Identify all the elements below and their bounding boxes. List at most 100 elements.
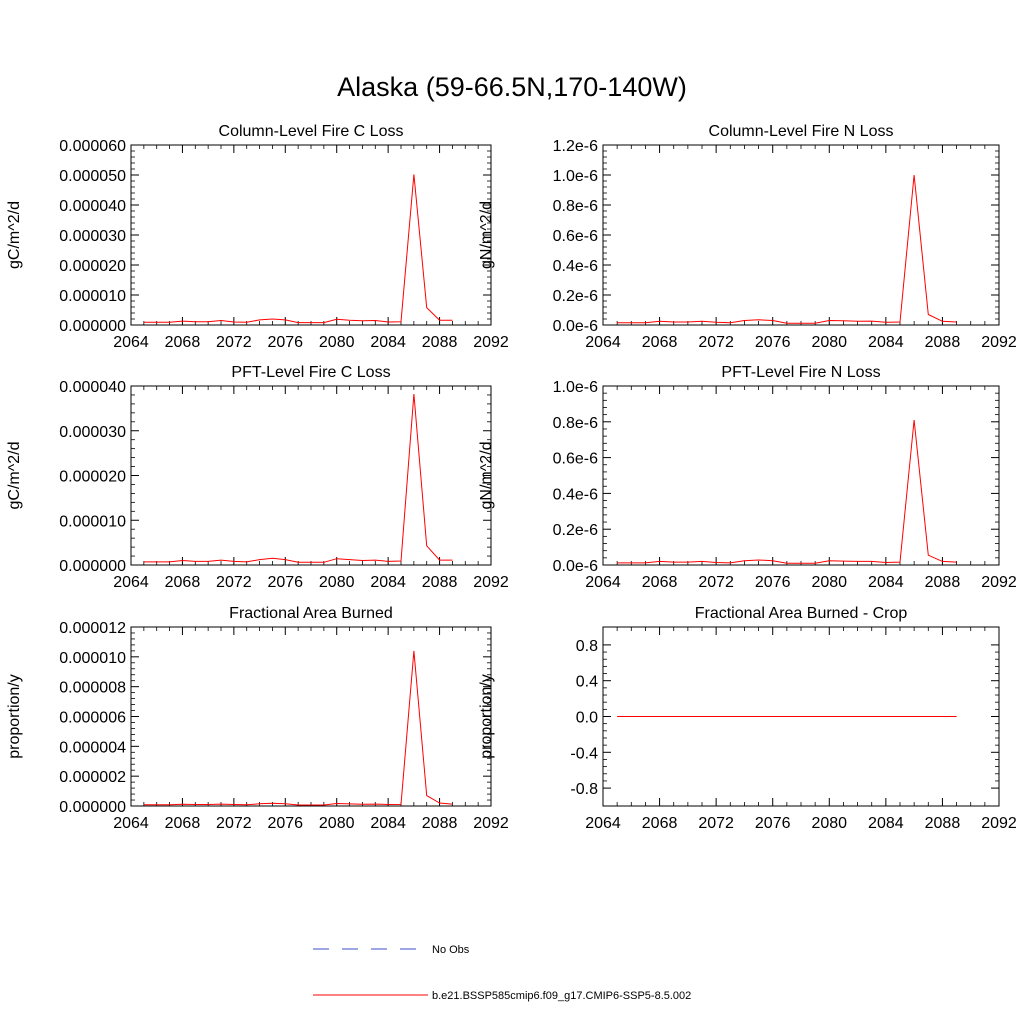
chart-panel-2: Column-Level Fire N Loss gN/m^2/d 2064 2068…	[478, 123, 1017, 351]
panel-title: Fractional Area Burned	[229, 605, 393, 622]
legend: No Obs b.e21.BSSP585cmip6.f09_g17.CMIP6-S…	[313, 944, 691, 1002]
chart-panel-4: PFT-Level Fire N Loss gN/m^2/d 2064 2068 207…	[478, 364, 1017, 591]
series-line	[143, 394, 453, 563]
x-tick-label: 2084	[370, 815, 406, 832]
y-tick-label: 0.000010	[59, 650, 126, 667]
x-tick-label: 2080	[319, 815, 355, 832]
x-tick-label: 2064	[113, 574, 149, 591]
x-tick-label: 2064	[585, 815, 621, 832]
x-tick-label: 2088	[925, 334, 961, 351]
x-tick-label: 2092	[473, 574, 509, 591]
x-tick-label: 2072	[216, 815, 252, 832]
y-tick-label: 0.000000	[59, 318, 126, 335]
x-tick-label: 2064	[585, 334, 621, 351]
y-axis-label: gN/m^2/d	[478, 442, 495, 510]
x-tick-label: 2080	[811, 815, 847, 832]
y-axis-label: proportion/y	[6, 674, 23, 759]
x-tick-label: 2092	[473, 334, 509, 351]
y-tick-label: 0.4e-6	[553, 258, 598, 275]
series-line	[617, 419, 957, 564]
y-axis-label: gC/m^2/d	[6, 442, 23, 510]
y-tick-label: 0.000012	[59, 620, 126, 637]
y-axis-label: proportion/y	[478, 674, 495, 759]
x-tick-label: 2076	[267, 334, 303, 351]
x-tick-label: 2080	[811, 574, 847, 591]
x-tick-label: 2080	[811, 334, 847, 351]
y-tick-label: 0.000002	[59, 769, 126, 786]
legend-model-label: b.e21.BSSP585cmip6.f09_g17.CMIP6-SSP5-8.…	[432, 990, 691, 1002]
y-tick-label: 0.6e-6	[553, 228, 598, 245]
y-tick-label: 0.000000	[59, 558, 126, 575]
y-tick-label: 1.0e-6	[553, 168, 598, 185]
y-tick-label: 0.000004	[59, 739, 126, 756]
y-tick-label: 0.000040	[59, 379, 126, 396]
x-tick-label: 2088	[925, 574, 961, 591]
y-tick-label: 0.0e-6	[553, 318, 598, 335]
chart-panel-1: Column-Level Fire C Loss gC/m^2/d 2064 2068…	[6, 123, 509, 351]
x-tick-label: 2080	[319, 334, 355, 351]
y-tick-label: 0.000050	[59, 168, 126, 185]
x-tick-label: 2084	[370, 574, 406, 591]
x-tick-label: 2072	[216, 574, 252, 591]
y-tick-label: 0.000000	[59, 799, 126, 816]
y-tick-label: 0.000030	[59, 424, 126, 441]
series-line	[143, 174, 453, 324]
x-tick-label: 2088	[422, 334, 458, 351]
y-tick-label: 0.000060	[59, 138, 126, 155]
series-line	[617, 174, 957, 324]
y-tick-label: 0.4	[576, 674, 598, 691]
y-tick-label: 0.8e-6	[553, 198, 598, 215]
y-tick-label: 0.000010	[59, 288, 126, 305]
plot-frame	[130, 144, 492, 326]
x-tick-label: 2076	[755, 815, 791, 832]
chart-panel-6: Fractional Area Burned - Crop proportion/…	[478, 605, 1017, 832]
plot-frame	[602, 144, 1000, 326]
plot-frame	[602, 385, 1000, 566]
y-tick-label: 1.0e-6	[553, 379, 598, 396]
x-tick-label: 2084	[868, 574, 904, 591]
y-axis-label: gN/m^2/d	[478, 201, 495, 269]
x-tick-label: 2068	[642, 574, 678, 591]
x-tick-label: 2076	[267, 574, 303, 591]
x-tick-label: 2076	[755, 334, 791, 351]
y-tick-label: 0.000008	[59, 680, 126, 697]
legend-obs-label: No Obs	[432, 944, 470, 956]
panel-title: PFT-Level Fire C Loss	[231, 364, 390, 381]
y-tick-label: 0.8	[576, 638, 598, 655]
x-tick-label: 2088	[925, 815, 961, 832]
x-tick-label: 2068	[642, 334, 678, 351]
x-tick-label: 2092	[473, 815, 509, 832]
x-tick-label: 2092	[981, 334, 1017, 351]
x-tick-label: 2068	[165, 574, 201, 591]
y-tick-label: 0.000006	[59, 710, 126, 727]
plot-frame	[130, 626, 492, 807]
panel-title: Column-Level Fire N Loss	[709, 123, 894, 140]
y-tick-label: 0.8e-6	[553, 415, 598, 432]
x-tick-label: 2068	[165, 334, 201, 351]
y-tick-label: 0.4e-6	[553, 486, 598, 503]
x-tick-label: 2080	[319, 574, 355, 591]
chart-panel-3: PFT-Level Fire C Loss gC/m^2/d 2064 2068 207…	[6, 364, 509, 591]
plot-frame	[130, 385, 492, 566]
x-tick-label: 2088	[422, 815, 458, 832]
panel-title: PFT-Level Fire N Loss	[721, 364, 880, 381]
y-tick-label: 0.000020	[59, 469, 126, 486]
x-tick-label: 2084	[370, 334, 406, 351]
x-tick-label: 2072	[698, 815, 734, 832]
y-tick-label: 0.000040	[59, 198, 126, 215]
y-tick-label: 0.000010	[59, 513, 126, 530]
x-tick-label: 2072	[698, 334, 734, 351]
y-tick-label: 0.2e-6	[553, 522, 598, 539]
x-tick-label: 2072	[698, 574, 734, 591]
x-tick-label: 2092	[981, 815, 1017, 832]
y-tick-label: 0.000020	[59, 258, 126, 275]
y-axis-label: gC/m^2/d	[6, 201, 23, 269]
x-tick-label: 2084	[868, 334, 904, 351]
x-tick-label: 2076	[755, 574, 791, 591]
x-tick-label: 2084	[868, 815, 904, 832]
x-tick-label: 2064	[113, 815, 149, 832]
y-tick-label: 0.0e-6	[553, 558, 598, 575]
panel-title: Column-Level Fire C Loss	[219, 123, 404, 140]
y-tick-label: 0.6e-6	[553, 451, 598, 468]
